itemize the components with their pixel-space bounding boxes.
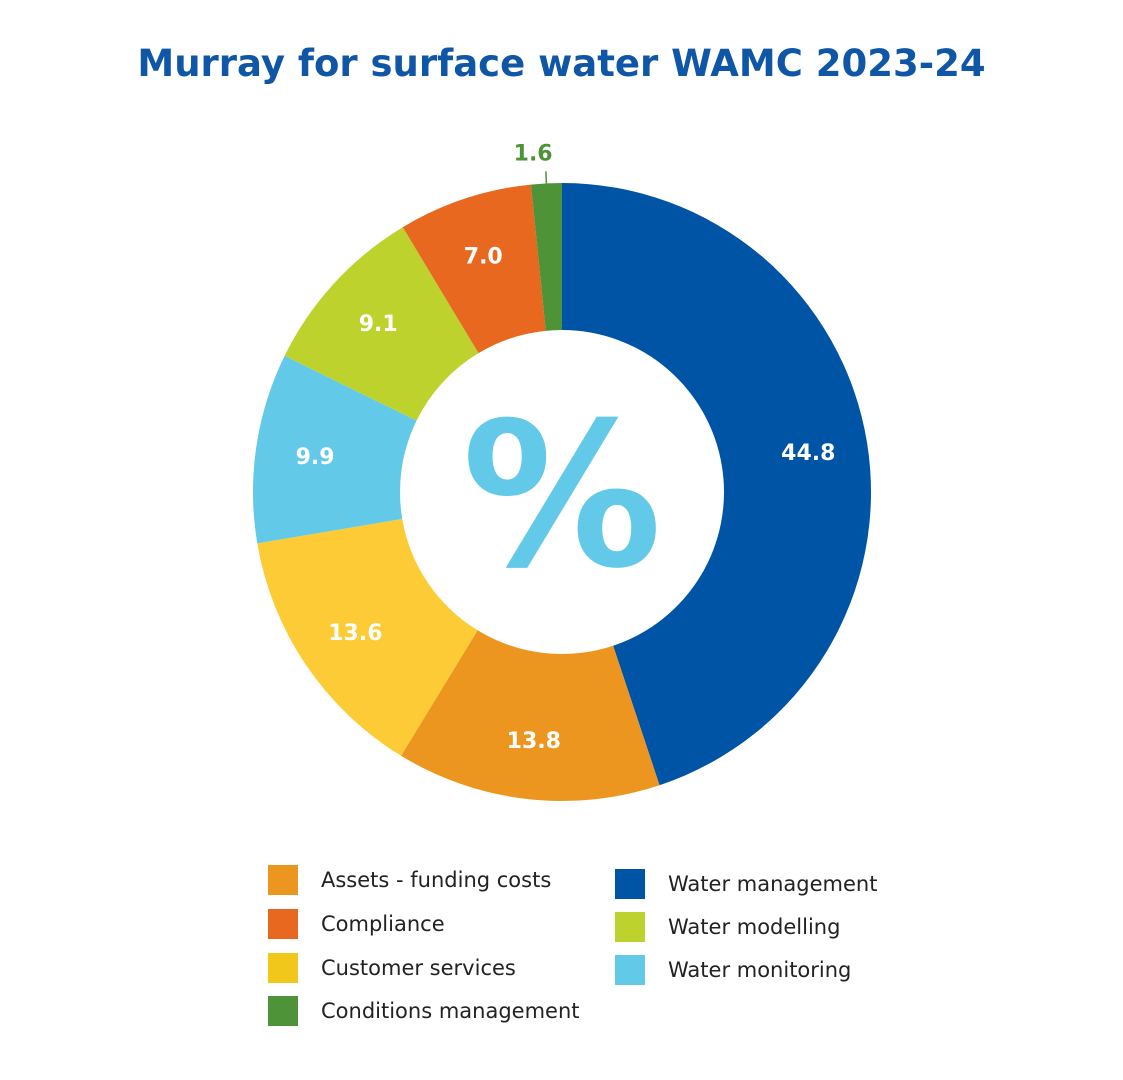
legend-label: Conditions management xyxy=(321,999,580,1023)
slice-water-monitoring xyxy=(253,355,417,544)
legend-item-water-management: Water management xyxy=(615,868,877,900)
legend-label: Water management xyxy=(668,872,878,896)
donut-slices xyxy=(253,183,872,801)
slice-label: 9.9 xyxy=(296,445,335,470)
slice-assets-funding-costs xyxy=(401,630,660,801)
legend-label: Compliance xyxy=(321,912,445,936)
legend-swatch xyxy=(268,909,298,939)
slice-label: 44.8 xyxy=(781,441,835,466)
donut-chart: 44.8 13.8 13.6 9.9 9.1 7.0 1.6 % xyxy=(253,141,872,801)
slice-conditions-management xyxy=(530,183,562,331)
slice-label: 13.8 xyxy=(507,729,561,754)
slice-label: 1.6 xyxy=(514,141,553,166)
percent-icon: % xyxy=(462,380,662,613)
legend-item-water-modelling: Water modelling xyxy=(615,911,840,943)
legend-item-water-monitoring: Water monitoring xyxy=(615,954,851,986)
legend-swatch xyxy=(268,953,298,983)
slice-customer-services xyxy=(257,518,478,756)
legend-item-compliance: Compliance xyxy=(268,908,445,940)
donut-labels: 44.8 13.8 13.6 9.9 9.1 7.0 1.6 xyxy=(296,141,836,753)
slice-water-modelling xyxy=(284,227,479,421)
legend-swatch xyxy=(268,996,298,1026)
legend-label: Water monitoring xyxy=(668,958,852,982)
legend-item-conditions-management: Conditions management xyxy=(268,995,580,1027)
legend-item-assets: Assets - funding costs xyxy=(268,864,551,896)
legend-label: Water modelling xyxy=(668,915,841,939)
slice-label: 13.6 xyxy=(328,621,382,646)
legend-item-customer-services: Customer services xyxy=(268,952,516,984)
slice-label: 7.0 xyxy=(464,244,503,269)
legend-swatch xyxy=(268,865,298,895)
slice-compliance xyxy=(402,184,546,354)
legend-label: Assets - funding costs xyxy=(321,868,552,892)
legend-swatch xyxy=(615,912,645,942)
leader-line xyxy=(545,171,548,184)
slice-label: 9.1 xyxy=(359,312,398,337)
chart-title: Murray for surface water WAMC 2023-24 xyxy=(137,42,986,85)
legend-swatch xyxy=(615,955,645,985)
legend-label: Customer services xyxy=(321,956,516,980)
slice-water-management xyxy=(562,183,872,786)
legend-swatch xyxy=(615,869,645,899)
